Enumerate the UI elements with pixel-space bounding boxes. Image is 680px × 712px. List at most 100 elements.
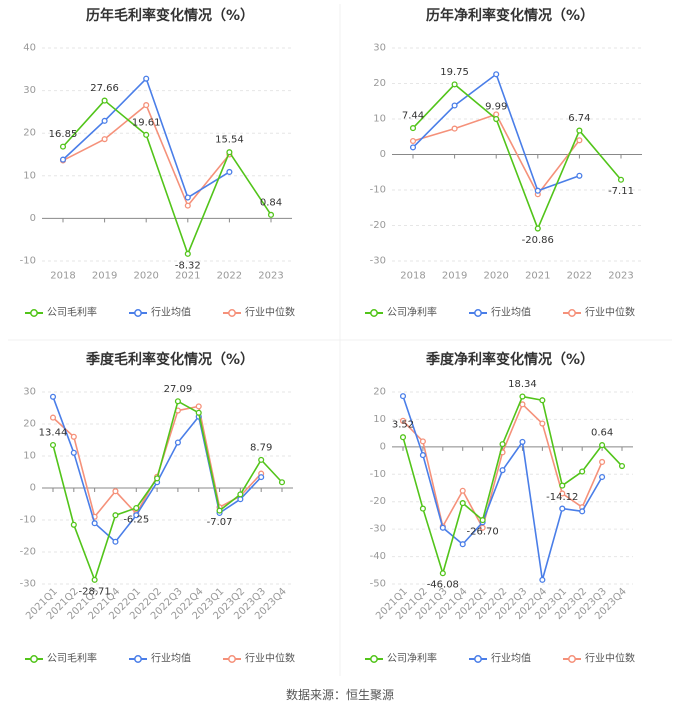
legend-marker-icon xyxy=(134,655,142,663)
legend-item: 行业均值 xyxy=(129,652,191,665)
data-label: 6.74 xyxy=(568,113,590,124)
data-point xyxy=(49,393,57,400)
data-label: -28.71 xyxy=(79,586,111,597)
legend-marker-icon xyxy=(228,655,236,663)
data-label: 27.09 xyxy=(164,384,193,395)
data-label: 16.85 xyxy=(49,129,78,140)
y-tick-label: 30 xyxy=(23,387,36,398)
chart-title: 季度净利率变化情况（%） xyxy=(425,351,594,368)
data-point xyxy=(459,487,466,494)
data-point xyxy=(70,449,77,456)
legend-marker-icon xyxy=(568,655,576,663)
legend-label: 行业中位数 xyxy=(585,306,635,319)
data-label: -7.11 xyxy=(608,186,634,197)
series-line xyxy=(412,83,622,230)
y-tick-label: -30 xyxy=(20,579,36,590)
x-tick-label: 2021 xyxy=(525,271,550,282)
series-line xyxy=(52,405,262,518)
data-point xyxy=(579,508,586,515)
data-point xyxy=(451,102,458,109)
data-point xyxy=(419,505,426,512)
legend-item: 公司毛利率 xyxy=(25,652,97,665)
x-tick-label: 2018 xyxy=(400,271,425,282)
data-point xyxy=(174,398,181,405)
data-point xyxy=(143,102,150,109)
data-point xyxy=(439,524,446,531)
legend-label: 公司毛利率 xyxy=(47,306,97,319)
data-point xyxy=(143,131,150,138)
data-label: 7.44 xyxy=(402,111,424,122)
legend-marker-icon xyxy=(228,309,236,317)
data-label: 3.52 xyxy=(392,420,414,431)
x-tick-label: 2021 xyxy=(175,271,200,282)
data-point xyxy=(579,468,586,475)
data-point xyxy=(184,194,191,201)
data-point xyxy=(559,505,566,512)
legend-marker-icon xyxy=(370,655,378,663)
chart-panel-4: 季度净利率变化情况（%）20100-10-20-30-40-502021Q120… xyxy=(365,351,635,665)
data-point xyxy=(237,496,244,503)
data-point xyxy=(91,520,98,527)
data-point xyxy=(519,438,526,445)
y-tick-label: -10 xyxy=(20,256,36,267)
y-tick-label: -30 xyxy=(370,256,386,267)
legend-item: 行业均值 xyxy=(469,652,531,665)
data-point xyxy=(278,479,286,486)
data-point xyxy=(459,541,466,548)
y-tick-label: 10 xyxy=(373,414,386,425)
data-point xyxy=(599,458,606,465)
data-source-footer: 数据来源：恒生聚源 xyxy=(285,688,394,702)
legend-label: 行业均值 xyxy=(151,306,191,319)
data-label: -26.70 xyxy=(467,527,499,538)
data-point xyxy=(70,433,77,440)
data-point xyxy=(216,507,223,514)
series-line xyxy=(52,400,283,581)
data-point xyxy=(399,434,407,441)
data-point xyxy=(409,137,417,145)
chart-title: 历年净利率变化情况（%） xyxy=(426,7,594,24)
data-label: -7.07 xyxy=(207,517,233,528)
data-point xyxy=(184,202,191,209)
series-line xyxy=(402,395,623,575)
legend-label: 公司净利率 xyxy=(387,306,437,319)
data-point xyxy=(576,127,583,134)
data-point xyxy=(184,250,191,257)
y-tick-label: 20 xyxy=(23,128,36,139)
data-point xyxy=(534,187,541,194)
data-point xyxy=(112,538,119,545)
y-tick-label: 0 xyxy=(30,483,36,494)
data-point xyxy=(101,117,108,124)
y-tick-label: 40 xyxy=(23,43,36,54)
x-tick-label: 2020 xyxy=(133,271,158,282)
y-tick-label: -50 xyxy=(370,579,386,590)
y-tick-label: 0 xyxy=(30,213,36,224)
data-label: 27.66 xyxy=(90,83,119,94)
data-label: 15.54 xyxy=(215,135,244,146)
y-tick-label: 30 xyxy=(23,85,36,96)
chart-title: 季度毛利率变化情况（%） xyxy=(85,351,254,368)
legend-item: 公司净利率 xyxy=(365,652,437,665)
data-point xyxy=(91,576,98,583)
data-point xyxy=(599,473,606,481)
legend-label: 公司净利率 xyxy=(387,652,437,665)
data-point xyxy=(451,81,458,88)
data-point xyxy=(112,512,119,519)
data-point xyxy=(479,517,486,524)
data-point xyxy=(459,500,466,507)
y-tick-label: -30 xyxy=(370,524,386,535)
legend-item: 行业中位数 xyxy=(563,306,635,319)
x-tick-label: 2018 xyxy=(50,271,75,282)
chart-panel-1: 历年毛利率变化情况（%） 40 30 20 10 0 -10 2018 2019 2020 2021… xyxy=(20,7,295,319)
legend-label: 行业中位数 xyxy=(245,306,295,319)
legend-marker-icon xyxy=(568,309,576,317)
series-line xyxy=(62,77,230,199)
data-point xyxy=(519,393,526,400)
y-tick-label: -20 xyxy=(20,547,36,558)
data-point xyxy=(101,97,108,104)
y-tick-label: 0 xyxy=(380,441,386,452)
data-point xyxy=(499,441,506,448)
data-point xyxy=(267,211,275,218)
data-point xyxy=(618,463,626,470)
legend-label: 行业均值 xyxy=(491,306,531,319)
x-tick-label: 2019 xyxy=(442,271,467,282)
